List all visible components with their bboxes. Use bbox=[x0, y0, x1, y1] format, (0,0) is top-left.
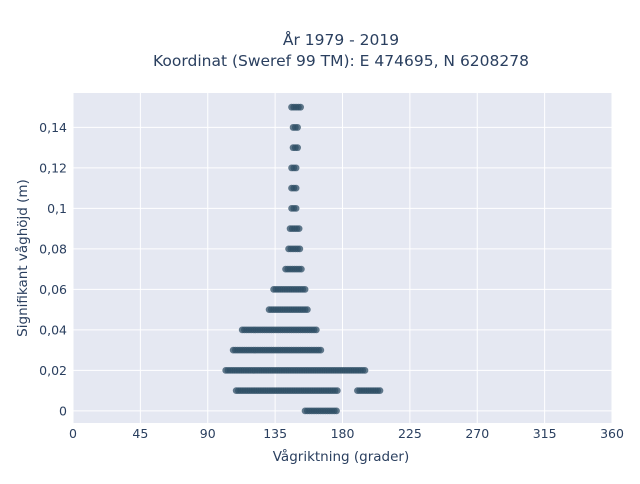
data-points bbox=[222, 103, 384, 415]
point-band-2 bbox=[354, 387, 384, 395]
data-point bbox=[317, 346, 325, 354]
data-point bbox=[292, 205, 300, 212]
data-point bbox=[333, 387, 341, 395]
data-point bbox=[361, 366, 369, 374]
chart-title-line-1: År 1979 - 2019 bbox=[283, 30, 399, 49]
point-band-7 bbox=[270, 285, 309, 293]
y-tick-label: 0,12 bbox=[39, 160, 67, 175]
data-point bbox=[297, 103, 304, 111]
point-band-5 bbox=[238, 326, 320, 334]
chart-title-line-2: Koordinat (Sweref 99 TM): E 474695, N 62… bbox=[153, 52, 529, 70]
x-tick-label: 270 bbox=[465, 426, 489, 441]
x-tick-label: 45 bbox=[132, 426, 148, 441]
y-tick-label: 0 bbox=[59, 403, 67, 418]
y-tick-labels: 0 0,02 0,04 0,06 0,08 0,1 0,12 0,14 bbox=[39, 120, 67, 418]
data-point bbox=[297, 265, 305, 273]
y-axis-title: Signifikant våghöjd (m) bbox=[14, 179, 31, 337]
point-band-16 bbox=[288, 103, 304, 111]
data-point bbox=[301, 285, 309, 293]
point-band-15 bbox=[289, 124, 301, 131]
data-point bbox=[296, 245, 304, 253]
point-band-0 bbox=[301, 407, 340, 415]
y-tick-label: 0,02 bbox=[39, 363, 67, 378]
x-tick-label: 180 bbox=[331, 426, 355, 441]
x-tick-label: 135 bbox=[263, 426, 287, 441]
y-tick-label: 0,08 bbox=[39, 241, 67, 256]
y-tick-label: 0,1 bbox=[47, 201, 67, 216]
x-tick-label: 315 bbox=[533, 426, 557, 441]
point-band-13 bbox=[288, 164, 300, 172]
point-band-10 bbox=[286, 225, 303, 233]
x-tick-label: 90 bbox=[200, 426, 216, 441]
point-band-6 bbox=[265, 306, 311, 314]
y-tick-label: 0,06 bbox=[39, 282, 67, 297]
point-band-8 bbox=[282, 265, 305, 273]
point-band-1 bbox=[232, 387, 341, 395]
point-band-3 bbox=[222, 366, 369, 374]
data-point bbox=[292, 184, 300, 192]
y-tick-label: 0,04 bbox=[39, 322, 67, 337]
point-band-4 bbox=[229, 346, 325, 354]
data-point bbox=[292, 164, 300, 172]
point-band-9 bbox=[285, 245, 304, 253]
data-point bbox=[294, 124, 301, 131]
point-band-12 bbox=[288, 184, 300, 192]
data-point bbox=[295, 225, 303, 233]
y-tick-label: 0,14 bbox=[39, 120, 67, 135]
x-axis-title: Vågriktning (grader) bbox=[273, 448, 410, 465]
data-point bbox=[312, 326, 320, 334]
point-band-11 bbox=[288, 205, 300, 212]
data-point bbox=[303, 306, 311, 314]
data-point bbox=[294, 144, 301, 152]
x-tick-label: 225 bbox=[398, 426, 422, 441]
x-tick-label: 360 bbox=[600, 426, 624, 441]
x-tick-labels: 0 45 90 135 180 225 270 315 360 bbox=[69, 426, 624, 441]
x-tick-label: 0 bbox=[69, 426, 77, 441]
point-band-14 bbox=[289, 144, 301, 152]
data-point bbox=[333, 407, 340, 415]
data-point bbox=[376, 387, 384, 395]
